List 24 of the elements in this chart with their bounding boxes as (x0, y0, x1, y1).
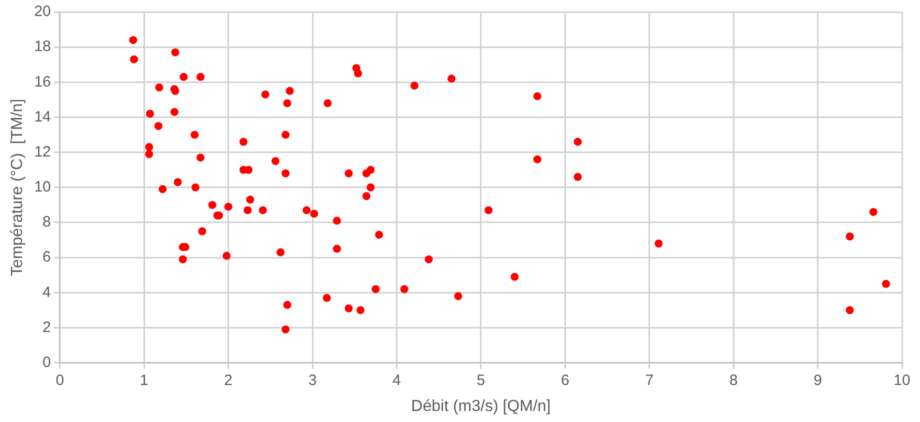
y-tick-label: 4 (42, 284, 51, 301)
y-tick-label: 2 (42, 318, 51, 336)
y-axis-title: Température (°C) [TM/n] (9, 98, 26, 276)
y-tick-label: 18 (34, 38, 51, 56)
y-tick-label: 12 (34, 143, 51, 160)
x-tick-label: 0 (56, 372, 64, 389)
y-tick-label: 0 (42, 354, 51, 371)
x-tick-label: 4 (392, 372, 401, 389)
y-tick-label: 8 (42, 214, 51, 231)
y-tick-label: 10 (34, 178, 51, 196)
y-tick-label: 14 (34, 108, 51, 126)
x-tick-label: 5 (476, 372, 486, 389)
x-tick-label: 6 (560, 372, 570, 389)
x-tick-label: 2 (224, 372, 232, 389)
x-tick-label: 7 (645, 372, 654, 389)
x-tick-label: 1 (140, 372, 148, 389)
x-tick-label: 9 (814, 372, 822, 389)
y-tick-label: 16 (34, 73, 51, 90)
y-tick-label: 6 (42, 248, 51, 266)
x-tick-label: 10 (894, 372, 910, 389)
x-tick-label: 3 (308, 372, 317, 389)
x-axis-title: Débit (m3/s) [QM/n] (411, 398, 551, 415)
x-tick-label: 8 (729, 372, 738, 389)
y-tick-label: 20 (34, 3, 51, 20)
